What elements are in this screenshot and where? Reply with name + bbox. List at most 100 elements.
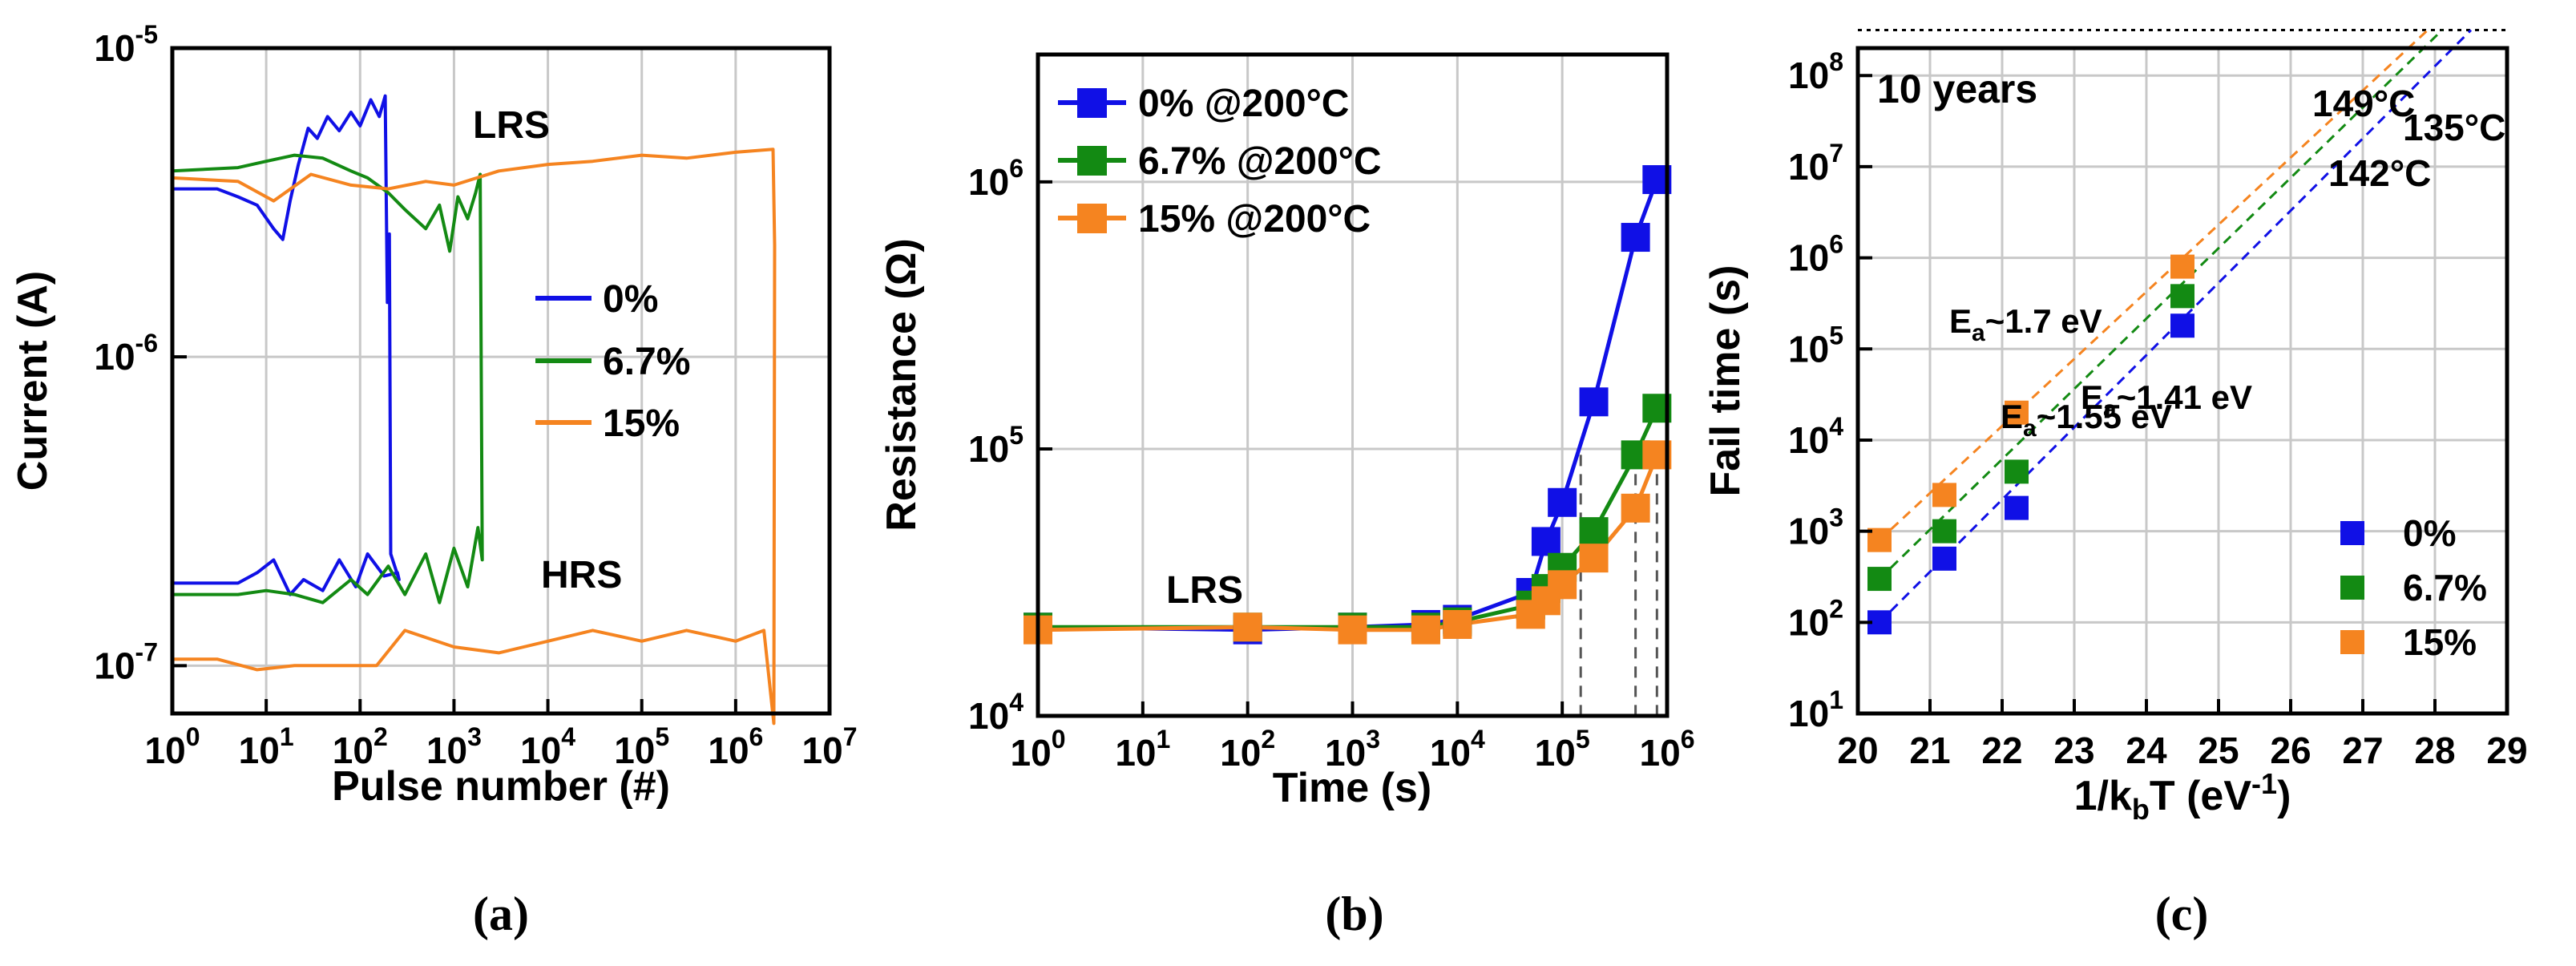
chart-c-ytick-label-3: 104	[1788, 412, 1843, 461]
chart-c-legend: 0% 6.7% 15%	[2340, 512, 2487, 663]
chart-a-xtick-label-7: 107	[802, 722, 858, 771]
chart-b-point-2-2	[1338, 615, 1367, 645]
chart-a-series-2	[172, 148, 777, 726]
chart-b-legend-marker-0	[1077, 88, 1107, 118]
chart-b-legend: 0% @200°C 6.7% @200°C 15% @200°C	[1058, 83, 1382, 240]
chart-b-point-0-9	[1621, 223, 1650, 253]
chart-b-ytick-label-2: 106	[968, 154, 1024, 203]
chart-a-ytick-label-1: 10-6	[94, 329, 158, 378]
chart-c-temp-label-0: 135°C	[2403, 107, 2505, 148]
chart-b-xtick-label-1: 101	[1115, 725, 1170, 774]
chart-b-point-2-9	[1621, 493, 1650, 523]
chart-c-xtick-label-9: 29	[2486, 730, 2527, 771]
chart-b-point-2-3	[1411, 615, 1440, 645]
chart-c-point-2-1	[1932, 483, 1956, 507]
chart-c-legend-marker-2	[2340, 630, 2364, 654]
caption-c: (c)	[2155, 887, 2209, 940]
chart-c-ea-label-2: Ea~1.7 eV	[1949, 302, 2102, 346]
chart-b-legend-marker-2	[1077, 204, 1107, 233]
chart-c-xtick-label-8: 28	[2414, 730, 2455, 771]
chart-a-series-0	[172, 94, 401, 596]
chart-c-xtick-label-2: 22	[1981, 730, 2022, 771]
chart-a-xtick-label-5: 105	[614, 722, 669, 771]
chart-b-legend-label-0: 0% @200°C	[1138, 83, 1349, 125]
chart-c-legend-label-2: 15%	[2403, 621, 2477, 663]
chart-c-point-1-0	[1867, 567, 1892, 592]
chart-b-ylabel: Resistance (Ω)	[878, 238, 925, 531]
chart-c-temp-labels: 149°C 135°C 142°C	[2312, 83, 2505, 194]
chart-c-ytick-label-4: 105	[1788, 321, 1843, 370]
chart-c-ylabel: Fail time (s)	[1702, 265, 1749, 497]
chart-b-point-1-8	[1579, 517, 1609, 547]
chart-c-point-0-3	[2170, 313, 2194, 338]
chart-c-point-1-3	[2170, 284, 2194, 309]
chart-b-point-0-6	[1531, 527, 1561, 556]
chart-b-xtick-label-0: 100	[1011, 725, 1066, 774]
chart-a-legend: 0% 6.7% 15%	[535, 278, 690, 445]
chart-c-ytick-label-2: 103	[1788, 503, 1843, 552]
chart-b-xtick-label-2: 102	[1220, 725, 1275, 774]
chart-b-point-0-7	[1548, 487, 1577, 517]
chart-c-xlabel: 1/kbT (eV-1)	[2074, 767, 2291, 826]
chart-c-fit-line-2	[1878, 29, 2429, 541]
chart-c-xtick-label-7: 27	[2342, 730, 2383, 771]
chart-c-ytick-label-1: 102	[1788, 594, 1843, 643]
chart-c-ytick-label-6: 107	[1788, 139, 1843, 188]
chart-a-legend-label-2: 15%	[603, 402, 680, 445]
chart-c-point-0-2	[2005, 495, 2029, 520]
chart-a-series-1	[172, 153, 484, 604]
chart-c-legend-label-0: 0%	[2403, 512, 2456, 554]
caption-b: (b)	[1325, 887, 1383, 940]
chart-c-point-0-1	[1932, 546, 1956, 571]
chart-b-ytick-label-1: 105	[968, 421, 1024, 470]
chart-c-ytick-label-5: 106	[1788, 230, 1843, 279]
chart-c-temp-label-2: 149°C	[2312, 83, 2415, 124]
caption-a: (a)	[473, 887, 529, 940]
chart-b-legend-marker-1	[1077, 146, 1107, 176]
chart-b-xtick-label-5: 105	[1535, 725, 1590, 774]
chart-a-legend-label-0: 0%	[603, 278, 658, 321]
chart-a-ytick-label-0: 10-7	[94, 637, 158, 686]
chart-c-legend-marker-1	[2340, 576, 2364, 600]
chart-c-ea-label-0: Ea~1.41 eV	[2081, 378, 2252, 422]
chart-c: 20 21 22 23 24 25 26 27 28 29 101 102 103 104 105 106 10…	[1702, 29, 2528, 826]
chart-c-xtick-label-1: 21	[1909, 730, 1950, 771]
chart-c-fit-line-1	[1878, 29, 2444, 580]
chart-b-lrs-annotation: LRS	[1166, 569, 1243, 612]
chart-c-legend-marker-0	[2340, 521, 2364, 545]
chart-c-xtick-label-5: 25	[2198, 730, 2239, 771]
chart-a-legend-label-1: 6.7%	[603, 341, 690, 383]
chart-b-series-line-2	[1037, 454, 1659, 633]
chart-a-xlabel: Pulse number (#)	[332, 763, 670, 810]
chart-b-xtick-label-4: 104	[1430, 725, 1485, 774]
chart-a-frame	[170, 46, 832, 716]
chart-c-ea-labels: Ea~1.7 eV Ea~1.55 eV Ea~1.41 eV	[1949, 302, 2252, 442]
chart-c-xtick-label-4: 24	[2126, 730, 2167, 771]
chart-b-xlabel: Time (s)	[1273, 765, 1431, 811]
chart-b-legend-label-1: 6.7% @200°C	[1138, 140, 1382, 183]
chart-a-hrs-annotation: HRS	[541, 554, 622, 596]
chart-b-point-2-7	[1548, 570, 1577, 600]
chart-b-ytick-label-0: 104	[968, 688, 1024, 737]
chart-c-xtick-label-3: 23	[2053, 730, 2094, 771]
chart-c-frame	[1855, 46, 2509, 716]
chart-b-xtick-label-6: 106	[1640, 725, 1695, 774]
chart-c-temp-label-1: 142°C	[2328, 152, 2431, 194]
chart-c-point-1-1	[1932, 519, 1956, 544]
chart-c-point-2-2	[2005, 400, 2029, 425]
chart-a-xtick-label-6: 106	[708, 722, 763, 771]
chart-c-xtick-label-6: 26	[2270, 730, 2311, 771]
chart-a-lrs-annotation: LRS	[473, 104, 550, 147]
chart-a-xtick-label-1: 101	[239, 722, 294, 771]
chart-c-ten-years-label: 10 years	[1877, 67, 2037, 111]
chart-a-xtick-label-0: 100	[145, 722, 200, 771]
chart-b-point-2-1	[1233, 612, 1262, 642]
chart-c-ytick-label-7: 108	[1788, 47, 1843, 96]
chart-c-ytick-label-0: 101	[1788, 685, 1843, 734]
chart-b-point-2-8	[1579, 544, 1609, 573]
chart-b-point-0-8	[1579, 387, 1609, 417]
chart-c-point-2-3	[2170, 254, 2194, 279]
